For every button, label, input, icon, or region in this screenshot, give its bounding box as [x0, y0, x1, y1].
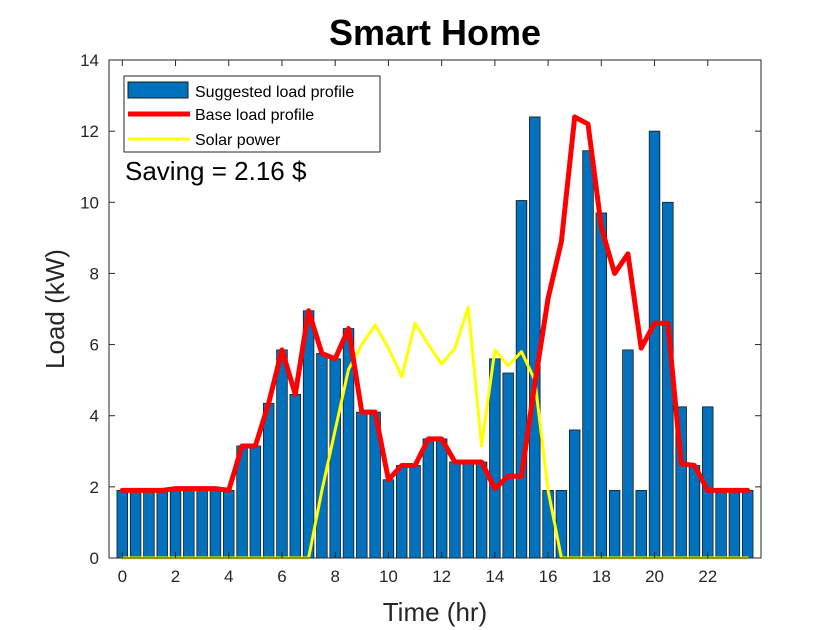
x-tick-label-14: 14: [485, 567, 504, 586]
plot-frame: [108, 59, 762, 559]
bar-suggested-39: [635, 490, 647, 559]
bar-suggested-16: [329, 358, 341, 559]
bar-suggested-37: [608, 490, 621, 559]
bar-suggested-18: [356, 411, 368, 559]
bar-suggested-27: [475, 461, 488, 559]
bar-suggested-26: [462, 461, 474, 559]
x-axis-ticks: 0 2 4 6 8 10 12 14 16 18 20 22: [118, 60, 717, 586]
bar-suggested-2: [143, 490, 155, 559]
x-tick-label-2: 2: [171, 567, 180, 586]
bar-suggested-3: [156, 490, 168, 559]
bar-suggested-4: [169, 488, 182, 559]
y-tick-label-4: 4: [90, 407, 99, 426]
bar-suggested-31: [529, 116, 541, 559]
y-tick-label-8: 8: [90, 264, 99, 283]
y-tick-label-14: 14: [80, 51, 99, 70]
bar-suggested-7: [209, 488, 222, 559]
bar-suggested-20: [382, 479, 395, 559]
x-tick-label-10: 10: [379, 567, 398, 586]
bar-suggested-32: [542, 490, 554, 559]
bar-suggested-35: [582, 150, 594, 559]
bar-suggested-30: [515, 200, 528, 559]
legend-label-solar: Solar power: [195, 132, 281, 149]
bar-suggested-13: [289, 393, 301, 559]
x-tick-label-22: 22: [698, 567, 717, 586]
bar-suggested-21: [396, 465, 408, 559]
bar-suggested-47: [741, 490, 754, 559]
x-tick-label-12: 12: [432, 567, 451, 586]
bar-suggested-36: [595, 212, 608, 559]
y-tick-label-0: 0: [90, 549, 99, 568]
y-tick-label-12: 12: [80, 122, 99, 141]
legend: Suggested load profile Base load profile…: [123, 75, 381, 153]
y-tick-label-2: 2: [90, 478, 99, 497]
base-load-line: [119, 114, 751, 493]
bar-suggested-11: [262, 402, 275, 559]
x-tick-label-20: 20: [645, 567, 664, 586]
bar-suggested-33: [555, 490, 568, 559]
x-tick-label-4: 4: [224, 567, 233, 586]
bar-suggested-10: [249, 445, 262, 559]
bar-suggested-28: [489, 358, 501, 559]
y-axis-label: Load (kW): [40, 249, 70, 369]
legend-label-suggested: Suggested load profile: [195, 84, 354, 101]
x-axis-label: Time (hr): [383, 597, 487, 627]
bar-suggested-5: [183, 488, 195, 559]
y-axis-ticks: 0 2 4 6 8 10 12 14: [80, 51, 761, 568]
bar-suggested-38: [622, 349, 634, 559]
bar-suggested-34: [568, 429, 581, 559]
bar-suggested-0: [116, 490, 129, 559]
legend-label-base: Base load profile: [195, 107, 314, 124]
bar-suggested-45: [715, 490, 727, 559]
y-tick-label-6: 6: [90, 336, 99, 355]
bar-suggested-46: [728, 490, 741, 559]
bar-suggested-15: [316, 353, 328, 559]
bar-suggested-8: [223, 490, 235, 559]
bar-suggested-23: [422, 438, 435, 559]
bar-suggested-43: [688, 465, 701, 559]
legend-swatch-suggested: [127, 81, 189, 99]
x-tick-label-8: 8: [330, 567, 339, 586]
bar-suggested-6: [196, 488, 208, 559]
y-tick-label-10: 10: [80, 193, 99, 212]
x-tick-label-0: 0: [118, 567, 127, 586]
chart-title: Smart Home: [329, 12, 541, 53]
bar-suggested-29: [502, 372, 514, 559]
bar-suggested-12: [276, 349, 288, 559]
x-tick-label-16: 16: [539, 567, 558, 586]
bar-suggested-25: [449, 461, 461, 559]
bar-suggested-24: [435, 438, 448, 559]
x-tick-label-6: 6: [277, 567, 286, 586]
x-tick-label-18: 18: [592, 567, 611, 586]
saving-annotation: Saving = 2.16 $: [125, 156, 307, 186]
bar-suggested-40: [648, 130, 661, 559]
bar-suggested-22: [409, 465, 421, 559]
bar-suggested-1: [129, 490, 142, 559]
